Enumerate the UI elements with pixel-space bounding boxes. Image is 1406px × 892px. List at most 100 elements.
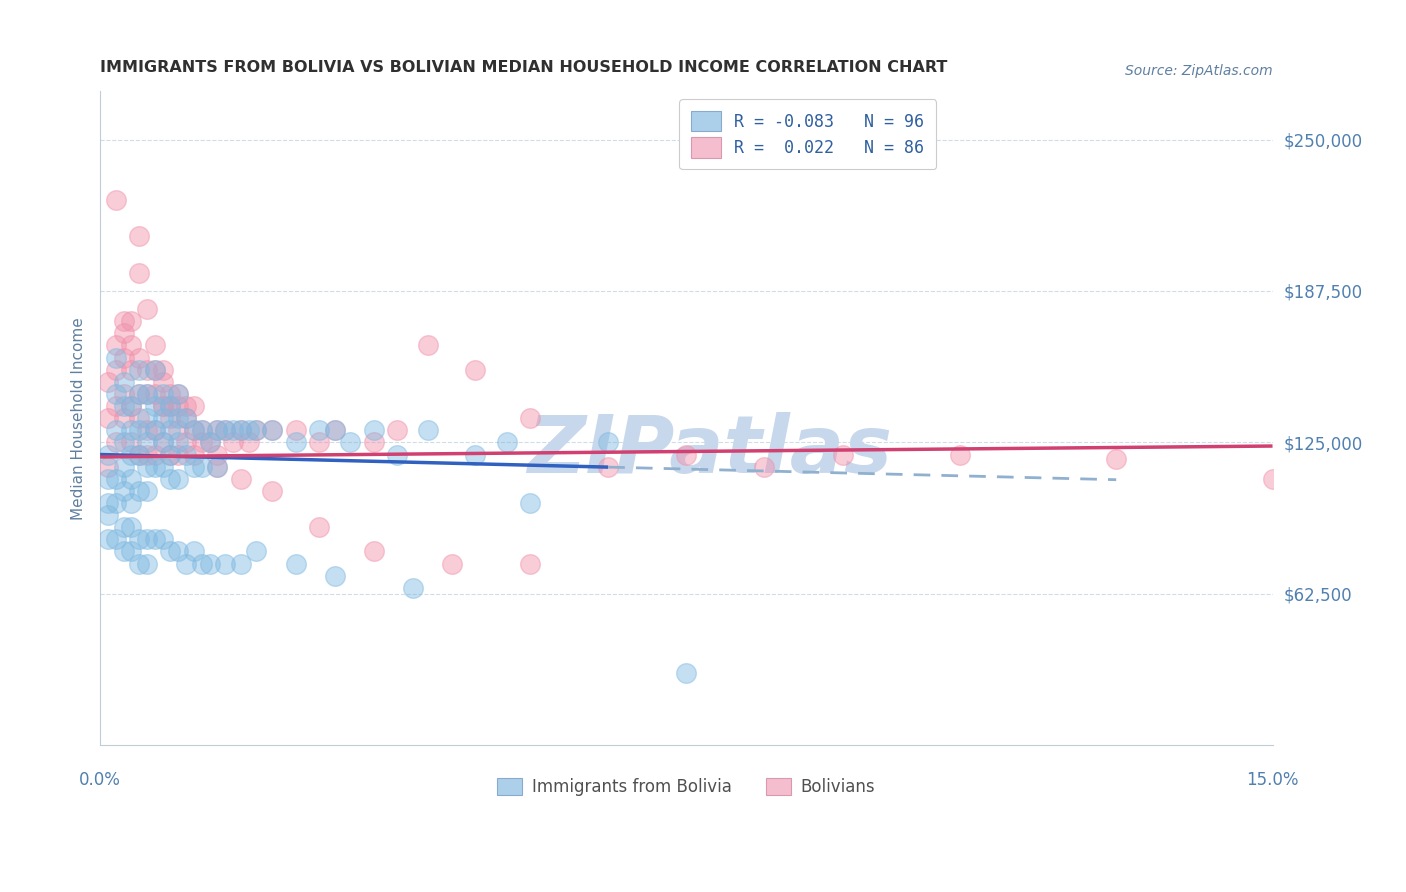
Point bbox=[97, 472, 120, 486]
Point bbox=[120, 520, 142, 534]
Point bbox=[495, 435, 517, 450]
Point bbox=[112, 435, 135, 450]
Point bbox=[159, 399, 181, 413]
Point bbox=[104, 338, 127, 352]
Point bbox=[143, 387, 166, 401]
Point bbox=[214, 423, 236, 437]
Point bbox=[120, 435, 142, 450]
Point bbox=[238, 423, 260, 437]
Point bbox=[136, 448, 159, 462]
Point bbox=[167, 423, 190, 437]
Point bbox=[143, 459, 166, 474]
Point bbox=[207, 459, 229, 474]
Point bbox=[363, 544, 385, 558]
Point bbox=[152, 399, 174, 413]
Point bbox=[128, 533, 150, 547]
Text: 15.0%: 15.0% bbox=[1246, 772, 1299, 789]
Point bbox=[152, 362, 174, 376]
Point bbox=[143, 423, 166, 437]
Point bbox=[152, 375, 174, 389]
Point bbox=[222, 423, 245, 437]
Point bbox=[675, 665, 697, 680]
Point bbox=[112, 483, 135, 498]
Point bbox=[136, 362, 159, 376]
Point bbox=[159, 448, 181, 462]
Point bbox=[112, 459, 135, 474]
Point bbox=[112, 351, 135, 365]
Point bbox=[167, 399, 190, 413]
Point bbox=[183, 399, 205, 413]
Point bbox=[112, 544, 135, 558]
Point bbox=[323, 423, 346, 437]
Point bbox=[183, 423, 205, 437]
Point bbox=[152, 435, 174, 450]
Point bbox=[284, 423, 307, 437]
Point bbox=[104, 423, 127, 437]
Point bbox=[339, 435, 361, 450]
Point bbox=[97, 496, 120, 510]
Point bbox=[183, 448, 205, 462]
Point bbox=[152, 387, 174, 401]
Point bbox=[120, 423, 142, 437]
Point bbox=[464, 362, 486, 376]
Point bbox=[112, 387, 135, 401]
Point bbox=[152, 533, 174, 547]
Point bbox=[128, 387, 150, 401]
Point bbox=[167, 544, 190, 558]
Point bbox=[190, 557, 212, 571]
Point bbox=[167, 435, 190, 450]
Point bbox=[152, 435, 174, 450]
Point bbox=[363, 435, 385, 450]
Point bbox=[128, 229, 150, 244]
Point bbox=[159, 423, 181, 437]
Point bbox=[120, 399, 142, 413]
Point bbox=[385, 423, 408, 437]
Point bbox=[207, 448, 229, 462]
Point bbox=[143, 399, 166, 413]
Point bbox=[159, 411, 181, 425]
Point bbox=[120, 399, 142, 413]
Text: Source: ZipAtlas.com: Source: ZipAtlas.com bbox=[1125, 64, 1272, 78]
Point bbox=[112, 375, 135, 389]
Point bbox=[136, 387, 159, 401]
Point bbox=[519, 557, 541, 571]
Point bbox=[183, 544, 205, 558]
Point bbox=[831, 448, 853, 462]
Point bbox=[308, 435, 330, 450]
Point bbox=[167, 411, 190, 425]
Point bbox=[136, 483, 159, 498]
Point bbox=[159, 399, 181, 413]
Point bbox=[128, 362, 150, 376]
Point bbox=[183, 423, 205, 437]
Point bbox=[159, 544, 181, 558]
Text: IMMIGRANTS FROM BOLIVIA VS BOLIVIAN MEDIAN HOUSEHOLD INCOME CORRELATION CHART: IMMIGRANTS FROM BOLIVIA VS BOLIVIAN MEDI… bbox=[100, 60, 948, 75]
Point bbox=[229, 423, 252, 437]
Text: 0.0%: 0.0% bbox=[79, 772, 121, 789]
Point bbox=[143, 448, 166, 462]
Point bbox=[152, 399, 174, 413]
Point bbox=[112, 326, 135, 341]
Point bbox=[97, 448, 120, 462]
Point bbox=[190, 423, 212, 437]
Point bbox=[104, 387, 127, 401]
Point bbox=[284, 557, 307, 571]
Point bbox=[174, 435, 197, 450]
Point bbox=[464, 448, 486, 462]
Point bbox=[245, 423, 267, 437]
Point bbox=[229, 557, 252, 571]
Point bbox=[128, 266, 150, 280]
Point bbox=[262, 423, 284, 437]
Point bbox=[159, 387, 181, 401]
Point bbox=[112, 314, 135, 328]
Point bbox=[97, 459, 120, 474]
Point bbox=[323, 423, 346, 437]
Point bbox=[104, 362, 127, 376]
Point bbox=[143, 423, 166, 437]
Point bbox=[222, 435, 245, 450]
Point bbox=[152, 459, 174, 474]
Point bbox=[128, 557, 150, 571]
Point bbox=[104, 472, 127, 486]
Point bbox=[97, 411, 120, 425]
Point bbox=[143, 362, 166, 376]
Point bbox=[207, 423, 229, 437]
